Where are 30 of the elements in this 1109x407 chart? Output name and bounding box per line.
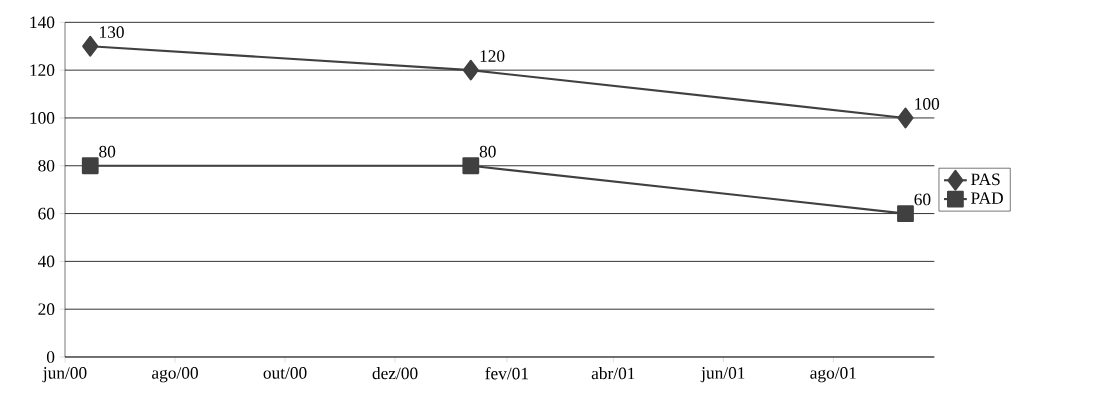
y-tick-label: 140 — [30, 16, 55, 29]
data-label: 130 — [100, 26, 124, 38]
point — [82, 35, 99, 57]
y-tick-label: 0 — [46, 351, 55, 363]
x-tick-label: dez/00 — [372, 367, 418, 380]
x-tick-label: jun/01 — [700, 367, 745, 383]
y-tick-label: 20 — [38, 303, 55, 316]
y-tick-label: 100 — [30, 112, 55, 124]
x-tick-label: jun/00 — [42, 367, 87, 383]
x-tick-label: ago/00 — [152, 367, 198, 383]
x-tick-label: fev/01 — [485, 367, 528, 380]
point — [81, 157, 99, 175]
data-label: 120 — [480, 50, 505, 62]
y-tick-label: 80 — [38, 159, 55, 172]
data-label: 80 — [479, 145, 496, 158]
point — [462, 157, 480, 175]
data-label: 60 — [914, 193, 931, 206]
y-tick-label: 40 — [37, 255, 55, 268]
y-tick-label: 120 — [30, 64, 55, 76]
x-tick-label: out/00 — [263, 367, 307, 379]
point — [462, 59, 479, 81]
data-label: 100 — [915, 97, 940, 110]
point — [897, 205, 914, 222]
legend-label: PAS — [971, 173, 1000, 186]
point — [897, 107, 914, 129]
x-tick-label: ago/01 — [810, 367, 856, 383]
data-label: 80 — [99, 145, 116, 158]
legend-label: PAD — [971, 192, 1003, 204]
y-tick-label: 60 — [38, 207, 55, 220]
x-tick-label: abr/01 — [591, 367, 635, 380]
